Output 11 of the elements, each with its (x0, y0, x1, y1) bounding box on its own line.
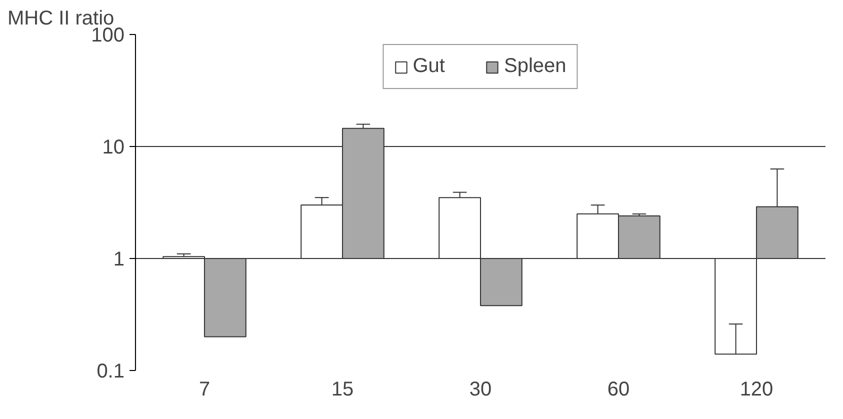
legend-label: Gut (412, 55, 445, 78)
y-tick-label: 0.1 (96, 360, 125, 382)
x-tick-label: 30 (469, 378, 492, 400)
y-tick-label: 100 (91, 24, 125, 46)
y-tick-label: 1 (113, 248, 124, 270)
legend-label: Spleen (504, 55, 566, 78)
x-tick-label: 60 (607, 378, 630, 400)
x-tick-label: 7 (198, 378, 210, 400)
x-tick-label: 15 (331, 378, 354, 400)
x-tick-label: 120 (740, 378, 774, 400)
y-tick-label: 10 (102, 136, 125, 158)
